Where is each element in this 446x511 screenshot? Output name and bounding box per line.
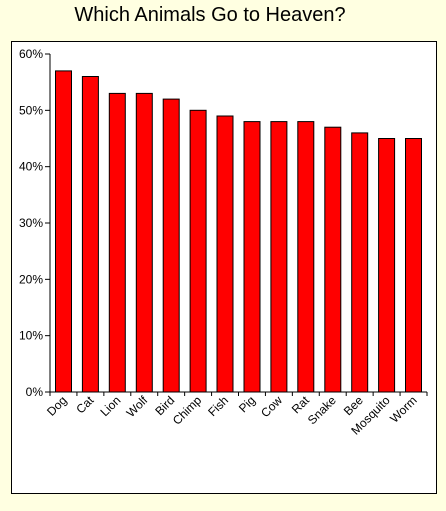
bar-wolf	[135, 92, 153, 393]
x-tick-label: Worm	[387, 393, 419, 425]
x-tick-label: Cow	[258, 393, 285, 420]
bar-cat	[81, 76, 99, 393]
bar-worm	[405, 138, 422, 393]
bar-chimp	[189, 109, 207, 393]
bar-mosquito	[378, 138, 396, 393]
y-tick-label: 60%	[19, 47, 43, 61]
bar-snake	[324, 126, 342, 393]
y-tick-label: 50%	[19, 103, 43, 117]
y-tick-label: 40%	[19, 160, 43, 174]
y-tick-label: 0%	[26, 385, 44, 399]
x-tick-label: Lion	[98, 393, 124, 419]
x-tick-label: Wolf	[124, 393, 151, 420]
y-tick-label: 20%	[19, 272, 43, 286]
x-tick-label: Cat	[73, 393, 97, 417]
y-axis: 0% 10% 20% 30% 40% 50% 60%	[19, 47, 51, 399]
bar-cow	[270, 121, 288, 393]
bar-dog	[55, 70, 72, 393]
bar-bird	[162, 98, 180, 393]
x-tick-label: Pig	[236, 393, 258, 415]
bar-lion	[108, 92, 126, 393]
x-tick-label: Dog	[44, 393, 69, 418]
x-tick-label: Chimp	[170, 393, 205, 428]
bar-rat	[297, 121, 315, 393]
bar-bee	[351, 132, 369, 393]
x-tick-label: Snake	[305, 393, 339, 427]
chart-title: Which Animals Go to Heaven?	[74, 4, 346, 26]
bar-pig	[243, 121, 261, 393]
y-tick-label: 30%	[19, 216, 43, 230]
x-tick-label: Fish	[205, 393, 231, 419]
bars	[55, 70, 422, 393]
y-tick-label: 10%	[19, 329, 43, 343]
bar-fish	[216, 115, 234, 393]
